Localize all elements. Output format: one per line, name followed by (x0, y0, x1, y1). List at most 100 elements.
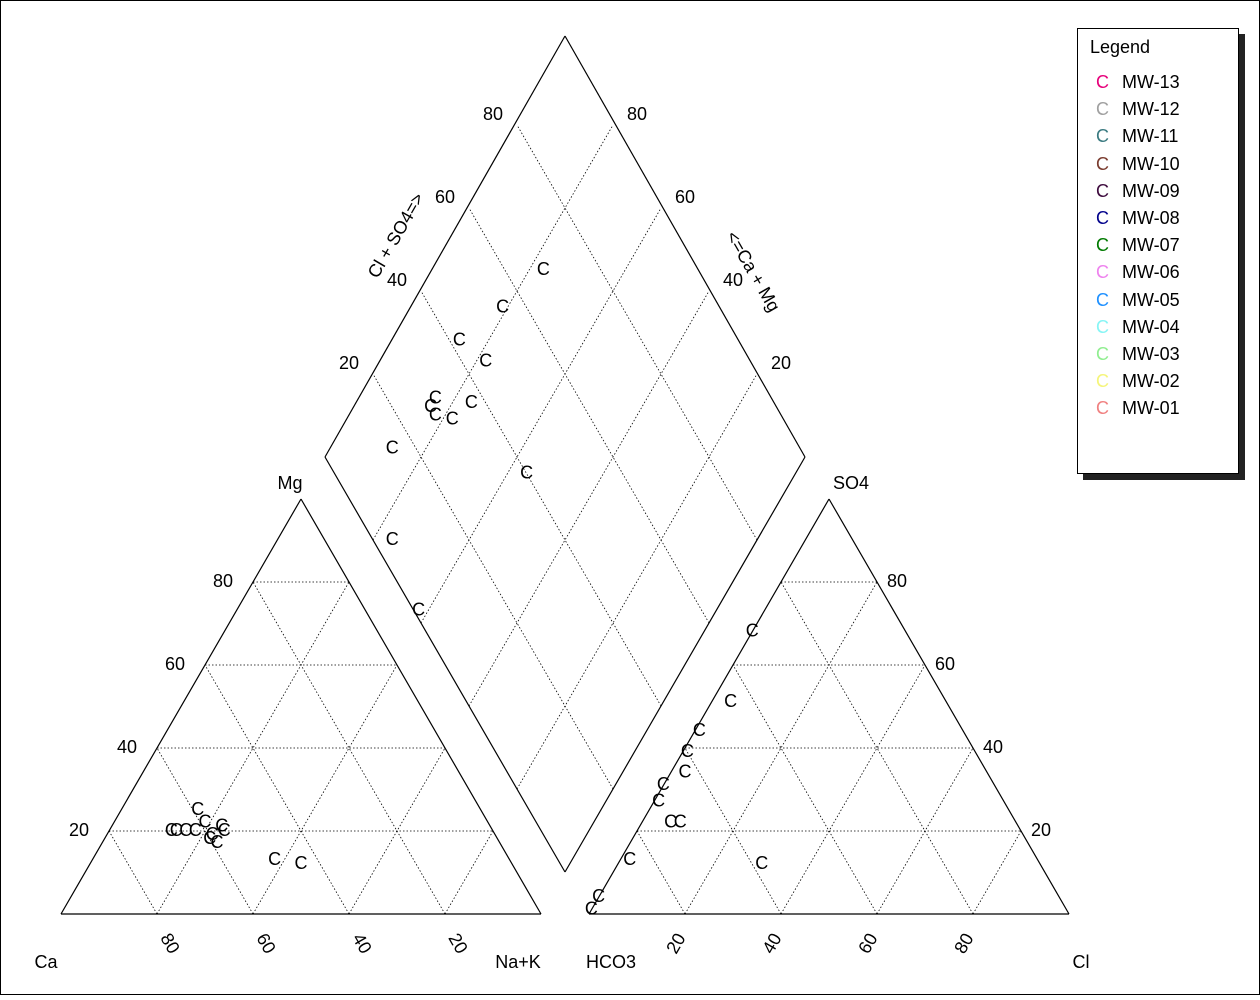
cation-point: C (211, 832, 224, 852)
anion-grid-line (684, 581, 878, 915)
cation-point: C (215, 816, 228, 836)
diamond-grid-line (372, 373, 614, 790)
legend-symbol: C (1096, 153, 1109, 174)
anion-point: C (674, 811, 687, 831)
legend-symbol: C (1096, 316, 1109, 337)
legend-item: C MW-05 (1096, 287, 1180, 313)
diamond-edge (564, 456, 806, 873)
diamond-grid-line (468, 207, 710, 624)
diamond-left-tick-label: 80 (483, 104, 503, 124)
legend-label: MW-08 (1122, 208, 1180, 228)
diamond-left-tick-label: 40 (387, 270, 407, 290)
anion-triangle-edge (828, 498, 1070, 915)
legend-symbol: C (1096, 344, 1109, 364)
legend-item: C MW-04 (1096, 314, 1180, 340)
diamond-right-tick-label: 40 (723, 270, 743, 290)
anion-triangle-edge (588, 498, 830, 915)
diamond-left-tick-label: 20 (339, 353, 359, 373)
anion-point: C (746, 621, 759, 641)
legend-item: C MW-13 (1096, 69, 1180, 95)
cation-grid-line (156, 581, 350, 915)
legend-item: C MW-03 (1096, 341, 1180, 367)
anion-right-tick-label: 20 (1031, 820, 1051, 840)
cation-grid-line (252, 581, 446, 915)
anion-right-tick-label: 40 (983, 737, 1003, 757)
legend-label: MW-10 (1122, 153, 1180, 174)
cation-left-tick-label: 40 (117, 737, 137, 757)
diamond-point: C (479, 350, 492, 370)
anion-grid-line (876, 747, 974, 915)
anion-point: C (657, 774, 670, 794)
diamond-grid-line (516, 124, 758, 541)
cation-point: C (165, 820, 178, 840)
diamond-right-tick-label: 60 (675, 187, 695, 207)
diamond-point: C (446, 408, 459, 428)
legend-item: C MW-07 (1096, 232, 1180, 258)
diamond-point: C (424, 396, 437, 416)
legend-symbol: C (1096, 262, 1109, 283)
legend-item: C MW-01 (1096, 395, 1180, 421)
cation-point: C (268, 849, 281, 869)
legend-label: MW-03 (1122, 344, 1180, 364)
anion-grid-line (780, 664, 926, 915)
diamond-edge (324, 35, 566, 458)
legend-item: C MW-12 (1096, 96, 1180, 122)
legend-symbol: C (1096, 371, 1109, 392)
legend-symbol: C (1096, 398, 1109, 419)
diamond-point: C (520, 462, 533, 482)
legend-symbol: C (1096, 99, 1109, 120)
anion-point: C (623, 849, 636, 869)
legend-symbol: C (1096, 126, 1109, 147)
cation-point: C (295, 853, 308, 873)
cation-corner-label-nak: Na+K (495, 952, 541, 972)
anion-right-tick-label: 60 (935, 654, 955, 674)
legend-label: MW-12 (1122, 99, 1180, 120)
legend-symbol: C (1096, 208, 1109, 228)
grid-layer (108, 124, 1022, 915)
anion-grid-line (684, 747, 782, 915)
outline-layer (60, 35, 1070, 915)
legend-symbol: C (1096, 289, 1109, 310)
legend-symbol: C (1096, 235, 1109, 256)
cation-point: C (199, 811, 212, 831)
anion-corner-label-so4: SO4 (833, 473, 869, 493)
diamond-point: C (537, 259, 550, 279)
diamond-point: C (465, 392, 478, 412)
cation-triangle-edge (300, 498, 542, 915)
cation-point: C (203, 828, 216, 848)
cation-grid-line (156, 747, 254, 915)
anion-grid-line (780, 581, 974, 915)
legend-symbol: C (1096, 180, 1109, 201)
diamond-right-tick-label: 20 (771, 353, 791, 373)
legend-item: C MW-08 (1096, 205, 1180, 231)
legend-item: C MW-11 (1096, 123, 1178, 149)
anion-point: C (664, 811, 677, 831)
legend-label: MW-04 (1122, 316, 1180, 337)
legend-item: C MW-09 (1096, 178, 1180, 204)
cation-point: C (189, 820, 202, 840)
diamond-point: C (412, 599, 425, 619)
cation-corner-label-mg: Mg (277, 473, 302, 493)
anion-point: C (652, 791, 665, 811)
cation-grid-line (252, 664, 398, 915)
legend-label: MW-11 (1122, 126, 1179, 147)
anion-corner-label-cl: Cl (1073, 952, 1090, 972)
legend-item: C MW-02 (1096, 368, 1180, 394)
diamond-edge (324, 456, 566, 873)
cation-point: C (179, 820, 192, 840)
anion-point: C (679, 762, 692, 782)
cation-triangle-edge (60, 498, 302, 915)
diamond-point: C (386, 437, 399, 457)
cation-point: C (191, 799, 204, 819)
cation-point: C (218, 820, 231, 840)
diamond-left-tick-label: 60 (435, 187, 455, 207)
cation-grid-line (348, 747, 446, 915)
cation-corner-label-ca: Ca (34, 952, 58, 972)
cation-left-tick-label: 60 (165, 654, 185, 674)
diamond-grid-line (372, 124, 614, 541)
legend-label: MW-05 (1122, 289, 1180, 310)
legend-label: MW-06 (1122, 262, 1180, 283)
